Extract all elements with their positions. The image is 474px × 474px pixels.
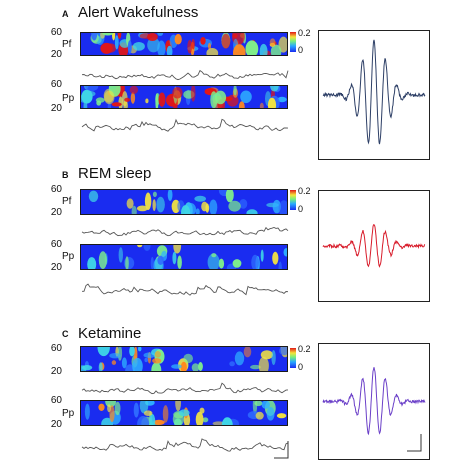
colorbar-max-label: 0.2 — [298, 28, 311, 38]
lfp-trace — [81, 118, 289, 132]
panel-c-row1-freq-bottom: 20 — [50, 366, 62, 377]
panel-c-row2-freq-bottom: 20 — [50, 419, 62, 430]
colorbar-max-label: 0.2 — [298, 186, 311, 196]
colorbar — [290, 190, 296, 210]
panel-a-row1-region: Pf — [62, 39, 72, 50]
spectrogram — [80, 189, 288, 215]
panel-b-row1-freq-bottom: 20 — [50, 207, 62, 218]
panel-a-row1-freq-bottom: 20 — [50, 49, 62, 60]
lfp-trace — [81, 438, 289, 452]
spectrogram — [80, 346, 288, 372]
colorbar-max-label: 0.2 — [298, 344, 311, 354]
colorbar-min-label: 0 — [298, 45, 304, 55]
panel-b-letter: B — [62, 170, 69, 180]
scale-bar — [274, 441, 289, 459]
average-waveform — [322, 39, 426, 145]
panel-a-row1-freq-top: 60 — [50, 27, 62, 38]
spectrogram — [80, 85, 288, 109]
panel-b-row2-freq-bottom: 20 — [50, 262, 62, 273]
colorbar-min-label: 0 — [298, 204, 304, 214]
spectrogram — [80, 244, 288, 270]
panel-b-row1-freq-top: 60 — [50, 184, 62, 195]
average-waveform-box — [318, 30, 430, 160]
panel-a-letter: A — [62, 9, 69, 19]
panel-c-title: Ketamine — [78, 325, 142, 342]
panel-b-row2-region: Pp — [62, 251, 75, 262]
lfp-trace — [81, 69, 289, 81]
panel-c-row2-region: Pp — [62, 408, 75, 419]
panel-b-title: REM sleep — [78, 165, 152, 182]
panel-b-row1-region: Pf — [62, 196, 72, 207]
panel-a-row2-freq-top: 60 — [50, 79, 62, 90]
panel-c-letter: C — [62, 329, 69, 339]
lfp-trace — [82, 283, 289, 296]
colorbar — [290, 348, 296, 368]
lfp-trace — [81, 382, 289, 395]
panel-a-row2-region: Pp — [62, 93, 75, 104]
panel-a-title: Alert Wakefulness — [78, 4, 199, 21]
lfp-trace — [81, 226, 289, 237]
average-waveform-box — [318, 190, 430, 302]
panel-a-row2-freq-bottom: 20 — [50, 103, 62, 114]
scale-bar — [407, 434, 422, 452]
panel-b-row2-freq-top: 60 — [50, 239, 62, 250]
panel-c-row1-freq-top: 60 — [50, 343, 62, 354]
spectrogram — [80, 32, 288, 56]
average-waveform — [322, 224, 426, 268]
panel-c-row2-freq-top: 60 — [50, 395, 62, 406]
average-waveform-box — [318, 343, 430, 460]
colorbar-min-label: 0 — [298, 362, 304, 372]
colorbar — [290, 32, 296, 52]
spectrogram — [80, 400, 288, 426]
average-waveform — [322, 367, 426, 436]
